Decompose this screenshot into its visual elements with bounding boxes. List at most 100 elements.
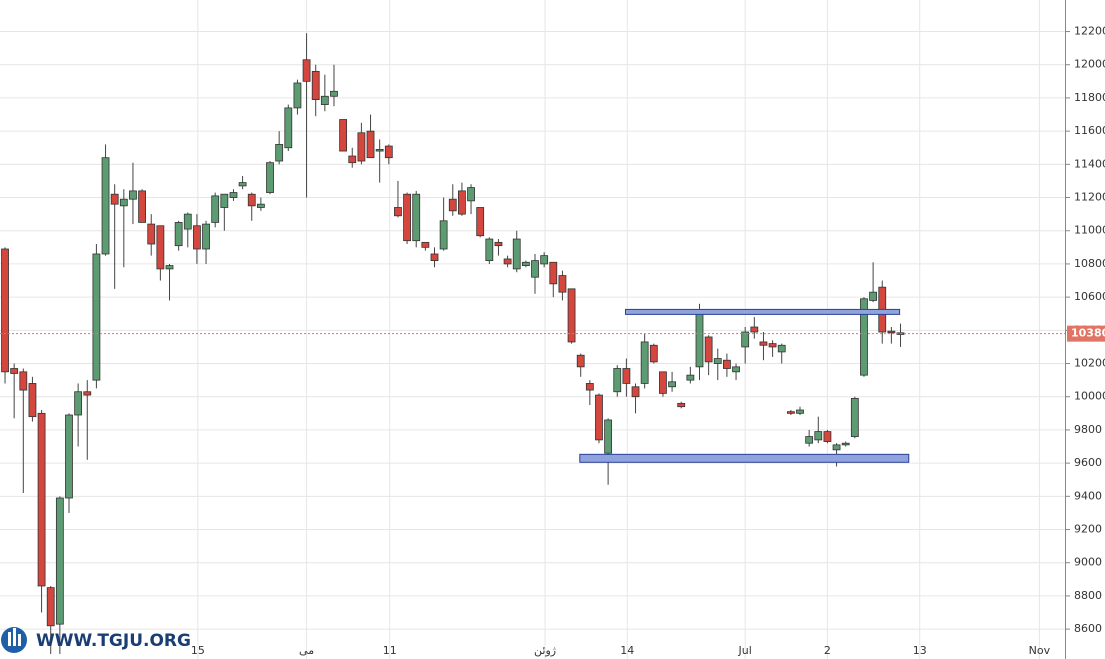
x-tick-label: می [299,644,314,657]
candle-body [668,381,676,388]
candle-body [403,193,411,242]
candle-body [841,442,850,446]
candle-body [448,198,457,212]
candle-body [595,394,603,441]
candle-body [512,238,521,270]
candle-body [887,330,896,334]
candle-body [503,258,512,265]
candle-body [777,344,786,353]
logo-bar [13,628,16,646]
y-tick-label: 9000 [1074,556,1102,569]
x-tick-label: Jul [738,644,752,657]
candle-body [540,255,549,265]
candle-body [138,190,146,223]
watermark-text: WWW.TGJU.ORG [36,631,191,651]
candle-body [759,341,768,346]
candle-body [229,192,238,198]
candle-body [65,414,73,499]
y-tick-label: 11200 [1074,191,1105,204]
candle-body [585,383,594,391]
candle-body [165,265,174,270]
x-tick-label: 2 [824,644,831,657]
candle-body [604,419,613,454]
x-tick-label: 15 [191,644,205,657]
candle-body [174,222,183,247]
candle-body [786,411,795,414]
candle-body [750,326,759,333]
candle-body [339,119,348,152]
zone [579,453,910,463]
candle-body [37,412,46,587]
y-tick-label: 9400 [1074,489,1102,502]
candle-body [723,359,731,369]
y-tick-label: 11000 [1074,224,1105,237]
candle-body [850,397,859,437]
candle-body [284,107,293,149]
marks [1,33,910,655]
y-tick-label: 10600 [1074,290,1105,303]
y-tick-label: 12200 [1074,25,1105,38]
candle-body [823,431,832,442]
logo-bar [18,634,21,646]
candle-body [485,238,494,262]
candle-body [521,261,530,266]
candle-body [375,148,384,152]
candle-body [266,162,274,193]
candle-body [119,198,128,207]
candle-body [10,368,19,374]
candle-body [211,195,220,223]
candle-body [796,409,804,414]
candle-body [357,132,366,162]
candle-body [677,402,686,408]
candle-body [832,444,841,451]
y-tick-label: 11400 [1074,157,1105,170]
candle-body [430,253,439,262]
candle-body [193,225,201,250]
candle-body [549,261,558,285]
candle-body [622,368,631,384]
candle-body [860,298,868,376]
candle-body [311,70,320,100]
candle-body [695,311,704,368]
candle-body [348,155,357,164]
candle-body [768,343,777,348]
candle-body [686,374,695,381]
candle-body [713,358,722,364]
x-tick-label: 14 [620,644,634,657]
candle-body [28,383,37,418]
candle-body [92,253,101,381]
candle-body [659,371,667,394]
candle-body [1,248,9,373]
candle-body [649,344,658,363]
candle-body [467,187,475,202]
last-price-label: 10380 [1071,327,1105,340]
candle-body [83,391,92,396]
candle-body [869,291,878,301]
last-price-tag [1067,325,1105,342]
candle-body [156,225,165,270]
candle-body [247,193,256,207]
candle-body [567,288,576,343]
x-tick-label: 13 [913,644,927,657]
y-tick-label: 8800 [1074,589,1102,602]
y-tick-label: 9600 [1074,456,1102,469]
candle-body [183,213,192,230]
candle-body [129,190,137,200]
candle-body [320,95,329,105]
candle-body [558,275,567,293]
y-tick-label: 10000 [1074,390,1105,403]
candle-body [531,260,539,278]
candle-body [732,366,740,373]
x-tick-label: ژوئن [534,644,556,657]
candle-body [421,241,430,248]
candle-body [19,371,28,391]
y-tick-label: 11600 [1074,124,1105,137]
candle-body [74,391,83,416]
x-tick-label: 11 [383,644,397,657]
candle-body [576,354,585,368]
candle-body [147,223,156,245]
candle-body [238,182,247,187]
candle-body [275,144,284,162]
candle-body [220,193,229,208]
